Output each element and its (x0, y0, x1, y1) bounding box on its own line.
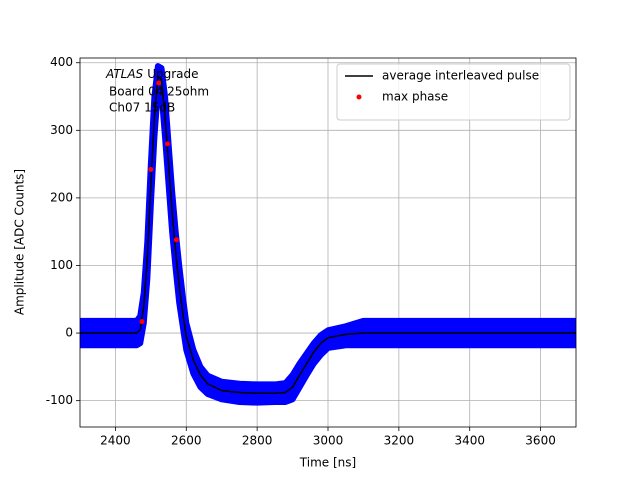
annotation-line: Ch07 15dB (109, 101, 175, 115)
y-tick-label: -100 (46, 393, 73, 407)
legend-label: average interleaved pulse (382, 69, 539, 83)
max-phase-point (139, 319, 145, 325)
sample-band (80, 63, 576, 406)
x-axis-label: Time [ns] (299, 456, 356, 470)
max-phase-point (173, 237, 179, 243)
x-tick-label: 3400 (454, 434, 485, 448)
y-tick-label: 400 (50, 55, 73, 69)
y-tick-label: 200 (50, 190, 73, 204)
x-tick-label: 3000 (313, 434, 344, 448)
annotation: ATLAS Upgrade (105, 67, 199, 81)
annotation-italic: ATLAS (105, 67, 144, 81)
max-phase-point (148, 167, 154, 173)
max-phase-point (165, 141, 171, 147)
legend-swatch (356, 94, 362, 100)
x-tick-label: 3600 (525, 434, 556, 448)
y-tick-label: 100 (50, 258, 73, 272)
annotation-line: Board 04 25ohm (109, 85, 209, 99)
axes-frame (79, 57, 577, 428)
y-tick-label: 300 (50, 123, 73, 137)
annotation-line: Upgrade (147, 67, 198, 81)
x-tick-label: 3200 (384, 434, 415, 448)
x-tick-label: 2800 (242, 434, 273, 448)
plot-area (80, 63, 576, 406)
y-axis-label: Amplitude [ADC Counts] (13, 169, 27, 315)
max-phase-point (156, 80, 162, 86)
legend-label: max phase (382, 90, 448, 104)
average-line (80, 74, 576, 394)
legend-box (336, 63, 571, 121)
x-tick-label: 2600 (171, 434, 202, 448)
y-tick-label: 0 (65, 326, 73, 340)
x-tick-label: 2400 (100, 434, 131, 448)
